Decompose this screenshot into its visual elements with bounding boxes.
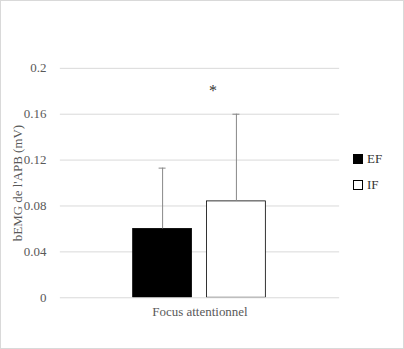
svg-text:0: 0 bbox=[40, 290, 46, 305]
svg-text:0.08: 0.08 bbox=[24, 198, 47, 213]
svg-text:0.12: 0.12 bbox=[24, 152, 47, 167]
svg-text:0.04: 0.04 bbox=[24, 244, 47, 259]
svg-text:*: * bbox=[209, 82, 217, 99]
svg-text:Focus attentionnel: Focus attentionnel bbox=[152, 304, 248, 319]
html-text:IF: IF bbox=[367, 177, 379, 192]
html-text:EF: EF bbox=[367, 151, 383, 166]
svg-text:bEMG de l'APB (mV): bEMG de l'APB (mV) bbox=[10, 125, 25, 241]
svg-text:0.16: 0.16 bbox=[24, 106, 47, 121]
svg-text:0.2: 0.2 bbox=[30, 60, 46, 75]
